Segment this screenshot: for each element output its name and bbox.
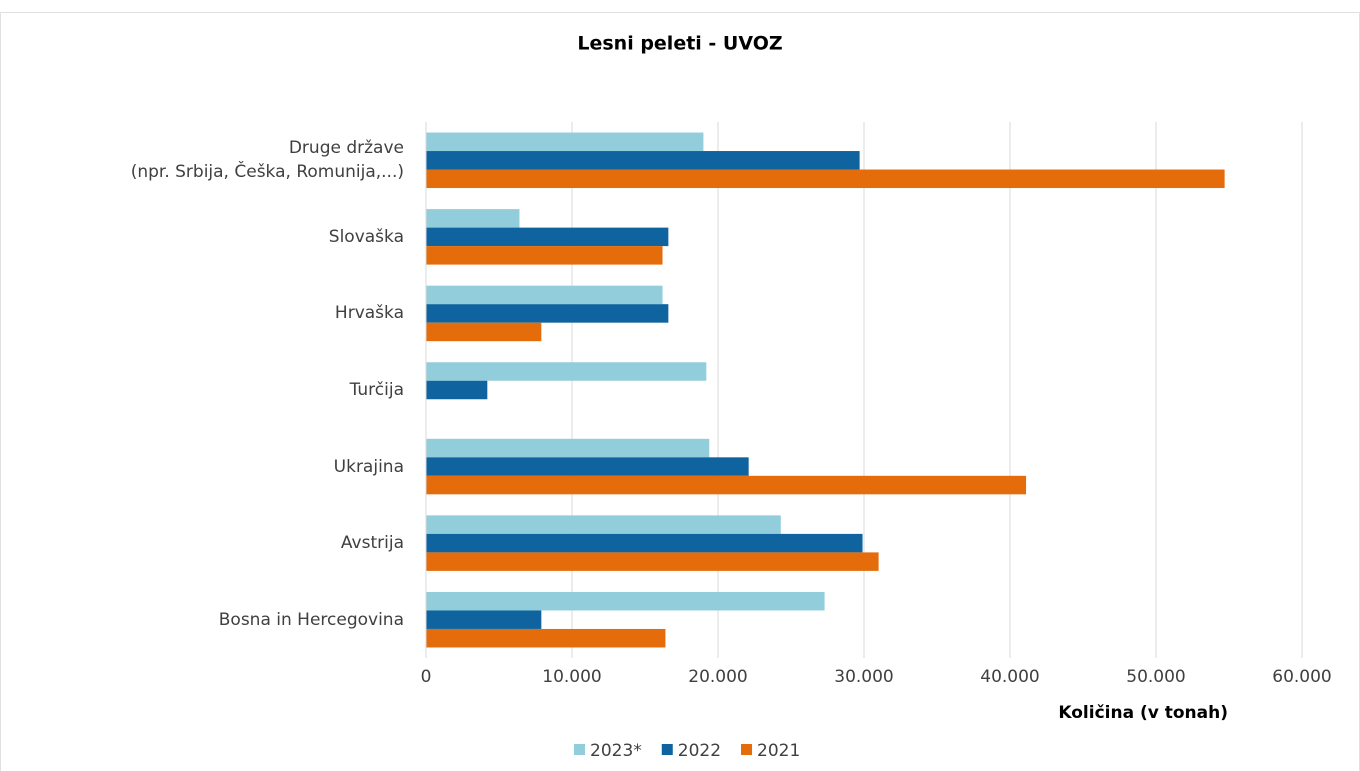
- y-tick-label: Turčija: [349, 380, 404, 400]
- y-tick-label: Hrvaška: [334, 303, 404, 324]
- y-tick-label: Slovaška: [328, 226, 404, 247]
- legend-label: 2023*: [590, 741, 642, 761]
- bar: [426, 362, 707, 381]
- bar: [426, 169, 1225, 189]
- bar: [426, 438, 710, 458]
- y-tick-label: Avstrija: [340, 533, 404, 554]
- bar: [426, 132, 704, 152]
- y-tick-label: Ukrajina: [333, 456, 404, 477]
- x-tick-label: 30.000: [834, 667, 893, 687]
- legend-label: 2022: [678, 741, 721, 761]
- bar: [426, 227, 669, 247]
- bar: [426, 457, 749, 476]
- y-tick-label: Bosna in Hercegovina: [218, 609, 404, 630]
- bar: [426, 515, 781, 534]
- bar: [426, 628, 666, 648]
- legend-label: 2021: [757, 741, 800, 761]
- x-tick-label: 40.000: [980, 667, 1039, 687]
- bar: [426, 322, 542, 342]
- chart-title: Lesni peleti - UVOZ: [577, 33, 782, 55]
- bar: [426, 285, 663, 305]
- bar: [426, 552, 879, 571]
- x-tick-label: 50.000: [1126, 667, 1185, 687]
- bar: [426, 151, 860, 170]
- bar: [426, 380, 488, 400]
- y-tick-label: Druge države (npr. Srbija, Češka, Romuni…: [130, 138, 404, 183]
- bar: [426, 246, 663, 265]
- x-tick-label: 0: [421, 667, 432, 687]
- legend-swatch: [661, 744, 673, 755]
- bar: [426, 475, 1027, 495]
- bar: [426, 533, 863, 553]
- legend-swatch: [574, 744, 585, 755]
- x-tick-label: 60.000: [1272, 667, 1331, 687]
- legend-swatch: [741, 744, 753, 755]
- x-axis-title: Količina (v tonah): [1058, 703, 1228, 723]
- bar: [426, 610, 542, 629]
- x-tick-label: 10.000: [542, 667, 601, 687]
- bar: [426, 591, 825, 611]
- bar: [426, 209, 520, 228]
- x-tick-label: 20.000: [688, 667, 747, 687]
- bar: [426, 304, 669, 323]
